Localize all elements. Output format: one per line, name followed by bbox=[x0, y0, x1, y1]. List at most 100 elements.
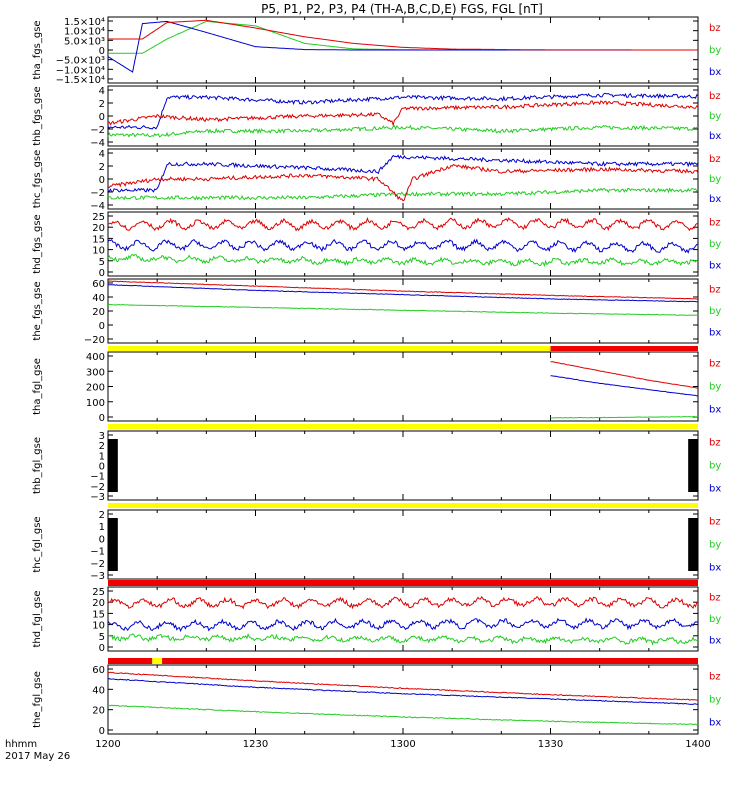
y-tick-label: 1.5×10⁴ bbox=[64, 17, 105, 28]
y-tick-label: −2 bbox=[90, 559, 105, 570]
y-tick-label: 300 bbox=[86, 367, 105, 378]
series-by bbox=[107, 124, 698, 138]
y-tick-label: 3 bbox=[99, 431, 105, 442]
x-tick-label: 1300 bbox=[390, 739, 415, 750]
legend-by: by bbox=[709, 695, 721, 706]
legend-by: by bbox=[709, 111, 721, 122]
y-tick-label: 4 bbox=[99, 86, 105, 97]
panel-frame bbox=[107, 430, 699, 501]
legend-bz: bz bbox=[709, 285, 721, 296]
quality-bar-bad bbox=[108, 580, 698, 586]
legend-bz: bz bbox=[709, 672, 721, 683]
y-tick-label: 0 bbox=[99, 643, 105, 654]
panels: 1.5×10⁴1.0×10⁴5.0×10³0−5.0×10³−1.0×10⁴−1… bbox=[32, 16, 721, 737]
y-tick-label: 20 bbox=[92, 598, 105, 609]
quality-bar-bad bbox=[108, 658, 153, 664]
y-tick-label: −1 bbox=[90, 547, 105, 558]
y-tick-label: 1 bbox=[99, 451, 105, 462]
series-bx bbox=[107, 678, 698, 705]
y-tick-label: 20 bbox=[92, 223, 105, 234]
series-bz bbox=[107, 671, 698, 701]
series-bx bbox=[108, 284, 699, 303]
legend-bx: bx bbox=[709, 131, 721, 142]
y-tick-label: −3 bbox=[90, 571, 105, 582]
data-gap-marker bbox=[688, 439, 698, 492]
series-by bbox=[108, 20, 698, 54]
quality-bar-bad bbox=[550, 346, 698, 351]
y-tick-label: 2 bbox=[99, 99, 105, 110]
time-axis-label-hhmm: hhmm bbox=[5, 739, 37, 750]
series-bz bbox=[107, 100, 699, 127]
time-axis-label-date: 2017 May 26 bbox=[5, 751, 70, 762]
y-axis-label: thd_fgl_gse bbox=[32, 591, 43, 648]
series-bx bbox=[107, 154, 699, 193]
quality-bars bbox=[108, 346, 699, 664]
y-axis-label: tha_fgs_gse bbox=[32, 20, 43, 79]
quality-bar-bad bbox=[162, 658, 699, 664]
series-bz bbox=[107, 595, 699, 610]
y-axis-label: thb_fgs_gse bbox=[32, 86, 43, 145]
time-axis: hhmm 2017 May 26 1200 1230 1300 1330 1400 bbox=[5, 739, 711, 762]
legend-by: by bbox=[709, 174, 721, 185]
x-tick-label: 1230 bbox=[243, 739, 268, 750]
y-tick-label: 60 bbox=[92, 665, 105, 676]
panel-frame bbox=[107, 351, 699, 422]
y-tick-label: 10 bbox=[92, 621, 105, 632]
legend-bz: bz bbox=[709, 91, 721, 102]
panel-thb_fgs_gse: 4 2 0 −2 −4 thb_fgs_gse bz by bx bbox=[32, 85, 721, 149]
y-tick-label: 0 bbox=[99, 112, 105, 123]
legend-by: by bbox=[709, 239, 721, 250]
legend-bx: bx bbox=[709, 718, 721, 729]
series-bx bbox=[550, 375, 699, 397]
quality-bar-good bbox=[108, 503, 698, 508]
y-tick-label: 40 bbox=[92, 685, 105, 696]
y-tick-label: 25 bbox=[92, 587, 105, 598]
series-by bbox=[107, 187, 698, 201]
panel-frame bbox=[107, 211, 699, 277]
series-bz bbox=[107, 280, 699, 300]
y-tick-label: −5.0×10³ bbox=[56, 56, 105, 67]
y-tick-label: 400 bbox=[86, 352, 105, 363]
legend-by: by bbox=[709, 614, 721, 625]
y-tick-label: −2 bbox=[90, 482, 105, 493]
legend-by: by bbox=[709, 540, 721, 551]
legend-bx: bx bbox=[709, 563, 721, 574]
data-gap-marker bbox=[688, 518, 698, 571]
legend-bz: bz bbox=[709, 359, 721, 370]
panel-frame bbox=[107, 586, 699, 652]
y-axis-label: tha_fgl_gse bbox=[32, 358, 43, 415]
panel-the_fgl_gse: 60 40 20 0 the_fgl_gse bz by bx bbox=[32, 664, 721, 737]
data-gap-marker bbox=[108, 518, 118, 571]
legend-bz: bz bbox=[709, 517, 721, 528]
x-tick-label: 1200 bbox=[95, 739, 120, 750]
legend-by: by bbox=[709, 461, 721, 472]
y-tick-label: −4 bbox=[90, 201, 105, 212]
panel-frame bbox=[107, 664, 699, 735]
y-tick-label: −1 bbox=[90, 472, 105, 483]
series-by bbox=[107, 633, 699, 646]
series-bx bbox=[107, 20, 698, 73]
y-tick-label: −20 bbox=[84, 335, 105, 346]
y-tick-label: 0 bbox=[99, 726, 105, 737]
series-bx bbox=[107, 238, 699, 254]
data-gap-marker bbox=[108, 439, 118, 492]
y-axis-label: thc_fgs_gse bbox=[32, 150, 43, 209]
y-tick-label: −1.5×10⁴ bbox=[56, 75, 105, 86]
y-tick-label: 5 bbox=[99, 632, 105, 643]
series-bx bbox=[107, 617, 699, 633]
series-bz bbox=[107, 217, 699, 232]
y-tick-label: 0 bbox=[99, 46, 105, 57]
y-axis-label: thd_fgs_gse bbox=[32, 214, 43, 273]
y-axis-label: thc_fgl_gse bbox=[32, 516, 43, 572]
x-tick-label: 1400 bbox=[685, 739, 710, 750]
y-tick-label: 5 bbox=[99, 257, 105, 268]
y-tick-label: 0 bbox=[99, 175, 105, 186]
series-bx bbox=[107, 92, 699, 130]
panel-frame bbox=[107, 509, 699, 580]
y-tick-label: −4 bbox=[90, 138, 105, 149]
panel-the_fgs_gse: 60 40 20 0 −20 the_fgs_gse bz by bx bbox=[32, 278, 721, 346]
legend-by: by bbox=[709, 306, 721, 317]
panel-thc_fgs_gse: 4 2 0 −2 −4 thc_fgs_gse bz by bx bbox=[32, 148, 721, 212]
series-by bbox=[107, 253, 699, 268]
